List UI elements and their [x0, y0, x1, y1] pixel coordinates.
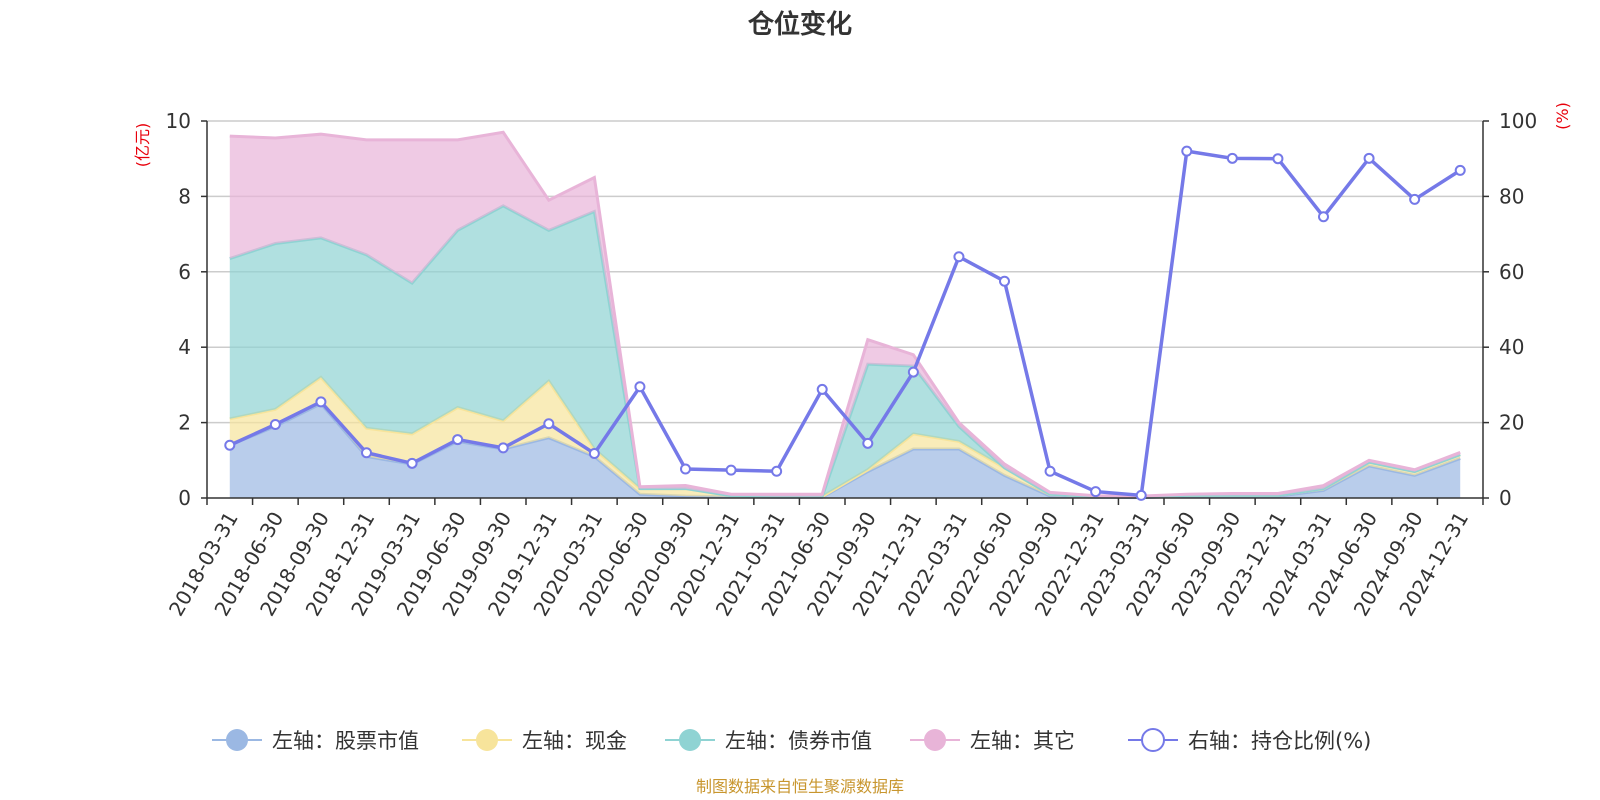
right-tick-label: 60	[1499, 260, 1524, 284]
legend-label: 右轴：持仓比例(%)	[1188, 729, 1371, 753]
holding-ratio-point	[1454, 164, 1466, 176]
left-tick-label: 4	[178, 335, 191, 359]
area-fill-0	[229, 403, 1461, 498]
holding-ratio-point	[1090, 486, 1102, 498]
holding-ratio-point	[361, 447, 372, 459]
right-axis-unit: (%)	[1553, 102, 1572, 130]
left-tick-label: 2	[178, 411, 191, 435]
holding-ratio-point	[1226, 152, 1238, 164]
legend-label: 左轴：债券市值	[725, 729, 872, 753]
holding-ratio-point	[1318, 211, 1329, 223]
left-tick-label: 10	[166, 109, 191, 133]
holding-ratio-point	[588, 448, 600, 460]
left-tick-label: 8	[178, 184, 191, 208]
right-tick-label: 40	[1499, 335, 1524, 359]
holding-ratio-point	[816, 383, 828, 395]
area-fill-2	[229, 205, 1461, 497]
holding-ratio-point	[907, 366, 919, 378]
legend-label: 左轴：现金	[522, 729, 627, 753]
holding-ratio-point	[406, 457, 418, 469]
left-axis-unit: (亿元)	[133, 123, 152, 168]
legend-marker	[1141, 728, 1165, 752]
holding-ratio-point	[862, 437, 874, 449]
holding-ratio-point	[1135, 489, 1147, 501]
right-tick-label: 20	[1499, 411, 1524, 435]
holding-ratio-point	[452, 434, 464, 446]
holding-ratio-point	[1044, 465, 1056, 477]
holding-ratio-point	[1363, 152, 1375, 164]
right-tick-label: 80	[1499, 184, 1524, 208]
holding-ratio-point	[1181, 145, 1193, 157]
holding-ratio-point	[543, 418, 555, 430]
legend-label: 左轴：其它	[970, 729, 1075, 753]
legend-marker	[476, 729, 498, 751]
right-tick-label: 0	[1499, 486, 1512, 510]
holding-ratio-line	[229, 149, 1462, 498]
left-tick-label: 6	[178, 260, 191, 284]
area-fill-3	[229, 132, 1461, 497]
holding-ratio-point	[315, 396, 327, 408]
holding-ratio-point	[497, 442, 509, 454]
holding-ratio-point	[269, 418, 281, 430]
chart-title: 仓位变化	[747, 9, 852, 40]
holding-ratio-point	[725, 464, 737, 476]
holding-ratio-point	[1409, 193, 1421, 205]
line-series	[224, 145, 1466, 501]
holding-ratio-point	[634, 381, 646, 393]
holding-ratio-point	[1272, 153, 1284, 165]
holding-ratio-point	[224, 439, 236, 451]
holding-ratio-point	[680, 463, 691, 475]
holding-ratio-point	[771, 465, 783, 477]
left-tick-label: 0	[178, 486, 191, 510]
area-fill-1	[229, 377, 1461, 498]
source-note: 制图数据来自恒生聚源数据库	[696, 777, 904, 796]
legend: 左轴：股票市值 左轴：现金 左轴：债券市值 左轴：其它 右轴：持仓比例(%)	[212, 728, 1371, 753]
legend-marker	[679, 729, 701, 751]
legend-label: 左轴：股票市值	[272, 729, 419, 753]
legend-marker	[924, 729, 946, 751]
holding-ratio-point	[953, 251, 965, 263]
right-tick-label: 100	[1499, 109, 1537, 133]
holding-ratio-point	[999, 275, 1010, 287]
area-series	[229, 130, 1461, 500]
legend-marker	[226, 729, 248, 751]
